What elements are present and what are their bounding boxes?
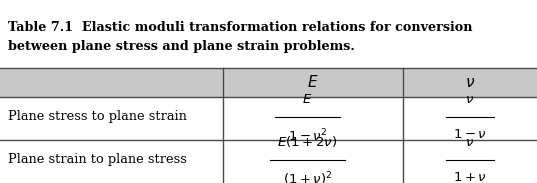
Text: $1+\nu$: $1+\nu$ <box>453 171 487 183</box>
Text: $\it{E}$: $\it{E}$ <box>307 74 318 90</box>
Text: between plane stress and plane strain problems.: between plane stress and plane strain pr… <box>8 40 355 53</box>
Text: Plane stress to plane strain: Plane stress to plane strain <box>8 110 187 123</box>
Bar <box>0 140 537 183</box>
Text: $\nu$: $\nu$ <box>466 93 474 106</box>
Text: $E$: $E$ <box>302 93 313 106</box>
Bar <box>0 0 537 68</box>
Text: $E(1+2\nu)$: $E(1+2\nu)$ <box>278 134 337 149</box>
Text: $1-\nu$: $1-\nu$ <box>453 128 487 141</box>
Text: $(1+\nu)^2$: $(1+\nu)^2$ <box>282 171 332 183</box>
Text: Plane strain to plane stress: Plane strain to plane stress <box>8 153 187 166</box>
Bar <box>0 68 537 97</box>
Bar <box>0 97 537 140</box>
Text: $\nu$: $\nu$ <box>466 136 474 149</box>
Text: $\it{\nu}$: $\it{\nu}$ <box>465 75 475 90</box>
Text: Table 7.1  Elastic moduli transformation relations for conversion: Table 7.1 Elastic moduli transformation … <box>8 21 473 34</box>
Text: $1-\nu^2$: $1-\nu^2$ <box>288 128 327 144</box>
